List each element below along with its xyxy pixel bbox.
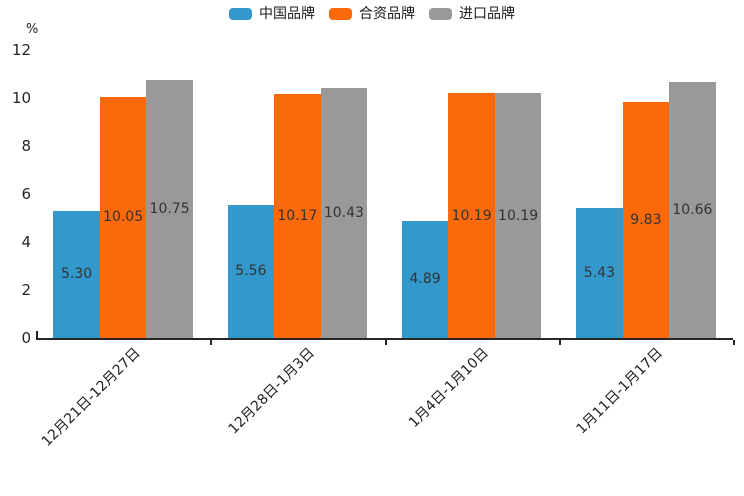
bar-value-label: 10.19 [451, 207, 492, 224]
legend-swatch-icon [329, 8, 352, 20]
bar-value-label: 5.30 [61, 266, 93, 283]
bar-series2-cat0 [146, 80, 193, 338]
legend-label: 进口品牌 [459, 6, 515, 22]
bar-series0-cat0 [53, 210, 100, 338]
bar-series0-cat2 [401, 220, 449, 338]
bar-series2-cat2 [494, 93, 542, 338]
legend-item-series0[interactable]: 中国品牌 [229, 7, 315, 21]
y-axis-unit-label: % [26, 22, 39, 37]
bar-value-label: 5.43 [583, 264, 615, 281]
bar-series1-cat1 [274, 93, 321, 338]
y-axis-tick-label: 8 [21, 137, 31, 155]
y-axis-tick-label: 2 [21, 281, 31, 299]
bar-series1-cat3 [622, 102, 670, 338]
bar-series1-cat0 [99, 96, 147, 338]
x-axis-line [36, 338, 733, 340]
y-axis-tick-label: 4 [21, 233, 31, 251]
x-axis-tick [733, 340, 735, 345]
bar-value-label: 9.83 [630, 212, 662, 228]
bar-value-label: 10.75 [149, 201, 190, 217]
y-axis-tick-label: 10 [11, 89, 31, 107]
legend-label: 中国品牌 [259, 6, 315, 22]
bar-value-label: 10.43 [323, 204, 364, 221]
bar-series1-cat2 [448, 93, 495, 338]
chart-legend: 中国品牌 合资品牌 进口品牌 [0, 7, 744, 21]
y-axis-tick-label: 12 [11, 41, 31, 59]
bar-series0-cat1 [227, 204, 275, 338]
x-axis-category-label-0: 12月21日-12月27日 [38, 345, 144, 450]
legend-item-series1[interactable]: 合资品牌 [329, 7, 415, 21]
x-axis-category-label-3: 1月11日-1月17日 [573, 345, 667, 438]
legend-swatch-icon [429, 8, 452, 20]
y-axis-tick-label: 0 [21, 329, 31, 347]
bar-series2-cat3 [669, 82, 716, 338]
x-axis-category-label-2: 1月4日-1月10日 [405, 345, 492, 431]
y-axis-tick-label: 6 [21, 185, 31, 203]
bar-value-label: 10.17 [277, 208, 318, 224]
x-axis-tick [558, 340, 561, 345]
bar-value-label: 10.05 [103, 209, 144, 226]
x-axis-tick [210, 340, 213, 345]
bar-value-label: 10.66 [672, 202, 713, 219]
bar-value-label: 4.89 [409, 271, 441, 288]
bar-value-label: 5.56 [235, 263, 267, 280]
legend-item-series2[interactable]: 进口品牌 [429, 7, 515, 21]
legend-label: 合资品牌 [359, 6, 415, 22]
x-axis-left-endcap [36, 331, 38, 339]
legend-swatch-icon [229, 8, 252, 20]
x-axis-category-label-1: 12月28日-1月3日 [225, 345, 318, 438]
bar-series2-cat1 [320, 87, 368, 338]
x-axis-tick [384, 340, 387, 345]
bar-value-label: 10.19 [498, 207, 539, 224]
bar-series0-cat3 [576, 207, 623, 338]
